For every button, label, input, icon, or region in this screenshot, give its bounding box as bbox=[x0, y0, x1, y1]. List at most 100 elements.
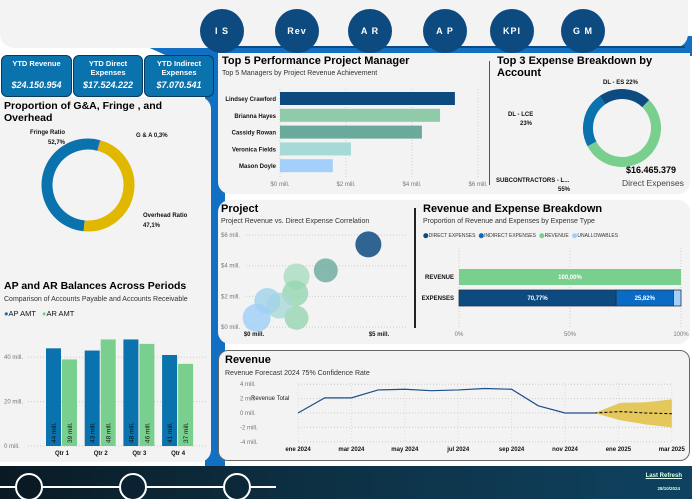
y-tick-label: 0 mill. bbox=[240, 411, 256, 417]
breakdown-segment bbox=[459, 269, 681, 285]
revenue-subtitle: Revenue Forecast 2024 75% Confidence Rat… bbox=[225, 370, 370, 377]
revenue-panel: Revenue Revenue Forecast 2024 75% Confid… bbox=[218, 350, 690, 461]
kpi-ytd-revenue: YTD Revenue $24.150.954 bbox=[1, 55, 72, 97]
nav-is[interactable]: I S bbox=[200, 9, 244, 53]
nav-kpi[interactable]: KPI bbox=[490, 9, 534, 53]
ar-bar bbox=[139, 343, 155, 446]
step-circle[interactable] bbox=[15, 473, 43, 499]
y-tick-label: $2 mill. bbox=[221, 294, 240, 300]
manager-label: Mason Doyle bbox=[239, 164, 277, 170]
slice-dl-es bbox=[599, 89, 650, 108]
top3-total-label: Direct Expenses bbox=[622, 178, 684, 188]
project-charts: $6 mill. $4 mill. $2 mill. $0 mill. $0 mill.… bbox=[221, 231, 689, 338]
revenue-line-chart: Revenue Total 4 mill. 2 mill. 0 mill. -2 mi… bbox=[240, 382, 686, 453]
top5-title: Top 5 Performance Project Manager bbox=[222, 55, 410, 67]
ap-data-label: 48 mill. bbox=[128, 422, 135, 443]
x-tick-label: Qtr 1 bbox=[55, 451, 70, 457]
last-refresh-date: 28/10/2024 bbox=[657, 486, 680, 491]
x-tick-label: $6 mill. bbox=[468, 182, 487, 188]
step-circle[interactable] bbox=[119, 473, 147, 499]
x-tick-label: Qtr 3 bbox=[132, 451, 147, 457]
ar-data-label: 48 mill. bbox=[106, 422, 113, 443]
row-label: EXPENSES bbox=[422, 296, 454, 302]
breakdown-subtitle: Proportion of Revenue and Expenses by Ex… bbox=[423, 218, 595, 225]
kpi-value: $17.524.222 bbox=[82, 80, 134, 90]
slice-overhead bbox=[83, 140, 135, 232]
nav-rev[interactable]: Rev bbox=[275, 9, 319, 53]
legend-indirect[interactable]: ⬤INDIRECT EXPENSES bbox=[478, 233, 536, 239]
kpi-title: YTD Direct Expenses bbox=[88, 59, 128, 77]
apar-panel: AP and AR Balances Across Periods Compar… bbox=[0, 255, 211, 462]
legend-unallowables[interactable]: ⬤UNALLOWABLES bbox=[571, 233, 619, 239]
manager-bar bbox=[280, 125, 422, 139]
slice-fringe bbox=[41, 138, 101, 232]
breakdown-legend: ⬤DIRECT EXPENSES ⬤INDIRECT EXPENSES ⬤REV… bbox=[423, 233, 618, 239]
project-subtitle: Project Revenue vs. Direct Expense Corre… bbox=[221, 218, 370, 225]
x-tick-label: sep 2024 bbox=[499, 447, 525, 453]
label-overhead: Overhead Ratio bbox=[143, 213, 188, 219]
y-tick-label: 0 mill. bbox=[4, 444, 20, 450]
ap-data-label: 44 mill. bbox=[51, 422, 58, 443]
legend-ar[interactable]: ●AR AMT bbox=[41, 309, 75, 318]
kpi-title: YTD Revenue bbox=[12, 59, 61, 68]
apar-title: AP and AR Balances Across Periods bbox=[4, 280, 187, 292]
ar-bar bbox=[62, 359, 77, 446]
x-tick-label: jul 2024 bbox=[446, 447, 470, 453]
nav-ap[interactable]: A P bbox=[423, 9, 467, 53]
top5-subtitle: Top 5 Managers by Project Revenue Achiev… bbox=[222, 70, 378, 77]
x-tick-label: $2 mill. bbox=[336, 182, 355, 188]
legend-ap[interactable]: ●AP AMT bbox=[4, 309, 36, 318]
ap-bar bbox=[162, 354, 178, 446]
label-dl-lce-pct: 23% bbox=[520, 121, 533, 127]
project-panel: Project Project Revenue vs. Direct Expen… bbox=[218, 200, 690, 344]
legend-revenue[interactable]: ⬤REVENUE bbox=[538, 233, 569, 239]
manager-label: Cassidy Rowan bbox=[232, 131, 277, 137]
y-tick-label: $0 mill. bbox=[221, 325, 240, 331]
x-tick-label: mar 2025 bbox=[659, 447, 686, 453]
row-label: REVENUE bbox=[425, 275, 454, 281]
label-dl-es: DL - ES 22% bbox=[603, 80, 639, 86]
x-tick-label: mar 2024 bbox=[338, 447, 365, 453]
top5-panel: Top 5 Performance Project Manager Top 5 … bbox=[218, 53, 690, 194]
slice-dl-lce bbox=[583, 96, 606, 147]
top3-title: Top 3 Expense Breakdown by Account bbox=[497, 55, 653, 79]
y-tick-label: $4 mill. bbox=[221, 264, 240, 270]
manager-bar bbox=[280, 92, 455, 105]
project-title: Project bbox=[221, 203, 259, 215]
label-overhead-pct: 47,1% bbox=[143, 223, 161, 229]
y-tick-label: 20 mill. bbox=[4, 400, 23, 406]
scatter-bubble bbox=[242, 303, 271, 332]
x-tick-label: may 2024 bbox=[391, 447, 419, 453]
apar-legend: ●AP AMT ●AR AMT bbox=[4, 309, 74, 318]
y-tick-label: 2 mill. bbox=[240, 397, 256, 403]
step-circle[interactable] bbox=[223, 473, 251, 499]
manager-label: Brianna Hayes bbox=[234, 114, 276, 120]
ap-bar bbox=[123, 339, 139, 446]
label-subcontractors: SUBCONTRACTORS - L... bbox=[496, 178, 570, 184]
confidence-band bbox=[594, 399, 672, 428]
ar-bar bbox=[178, 363, 194, 446]
scatter-bubble bbox=[313, 258, 338, 283]
ar-data-label: 39 mill. bbox=[67, 422, 74, 443]
series-label: Revenue Total bbox=[251, 396, 289, 402]
kpi-title: YTD Indirect Expenses bbox=[156, 59, 202, 77]
divider bbox=[489, 61, 490, 185]
forecast-line bbox=[594, 411, 672, 415]
legend-direct[interactable]: ⬤DIRECT EXPENSES bbox=[423, 233, 476, 239]
last-refresh-link[interactable]: Last Refresh bbox=[645, 473, 682, 479]
kpi-value: $24.150.954 bbox=[11, 80, 62, 90]
x-tick-label: Qtr 2 bbox=[94, 451, 109, 457]
nav-ar[interactable]: A R bbox=[348, 9, 392, 53]
x-tick-label: Qtr 4 bbox=[171, 451, 186, 457]
nav-gm[interactable]: G M bbox=[561, 9, 605, 53]
manager-label: Veronica Fields bbox=[232, 147, 277, 153]
ap-data-label: 43 mill. bbox=[90, 422, 97, 443]
ap-bar bbox=[84, 350, 100, 446]
ar-data-label: 37 mill. bbox=[183, 422, 190, 443]
ap-bar bbox=[46, 348, 61, 446]
y-tick-label: -4 mill. bbox=[240, 440, 258, 446]
y-tick-label: $6 mill. bbox=[221, 233, 240, 239]
manager-bar bbox=[280, 159, 333, 173]
segment-label: 100,00% bbox=[558, 275, 582, 281]
apar-subtitle: Comparison of Accounts Payable and Accou… bbox=[4, 296, 188, 303]
